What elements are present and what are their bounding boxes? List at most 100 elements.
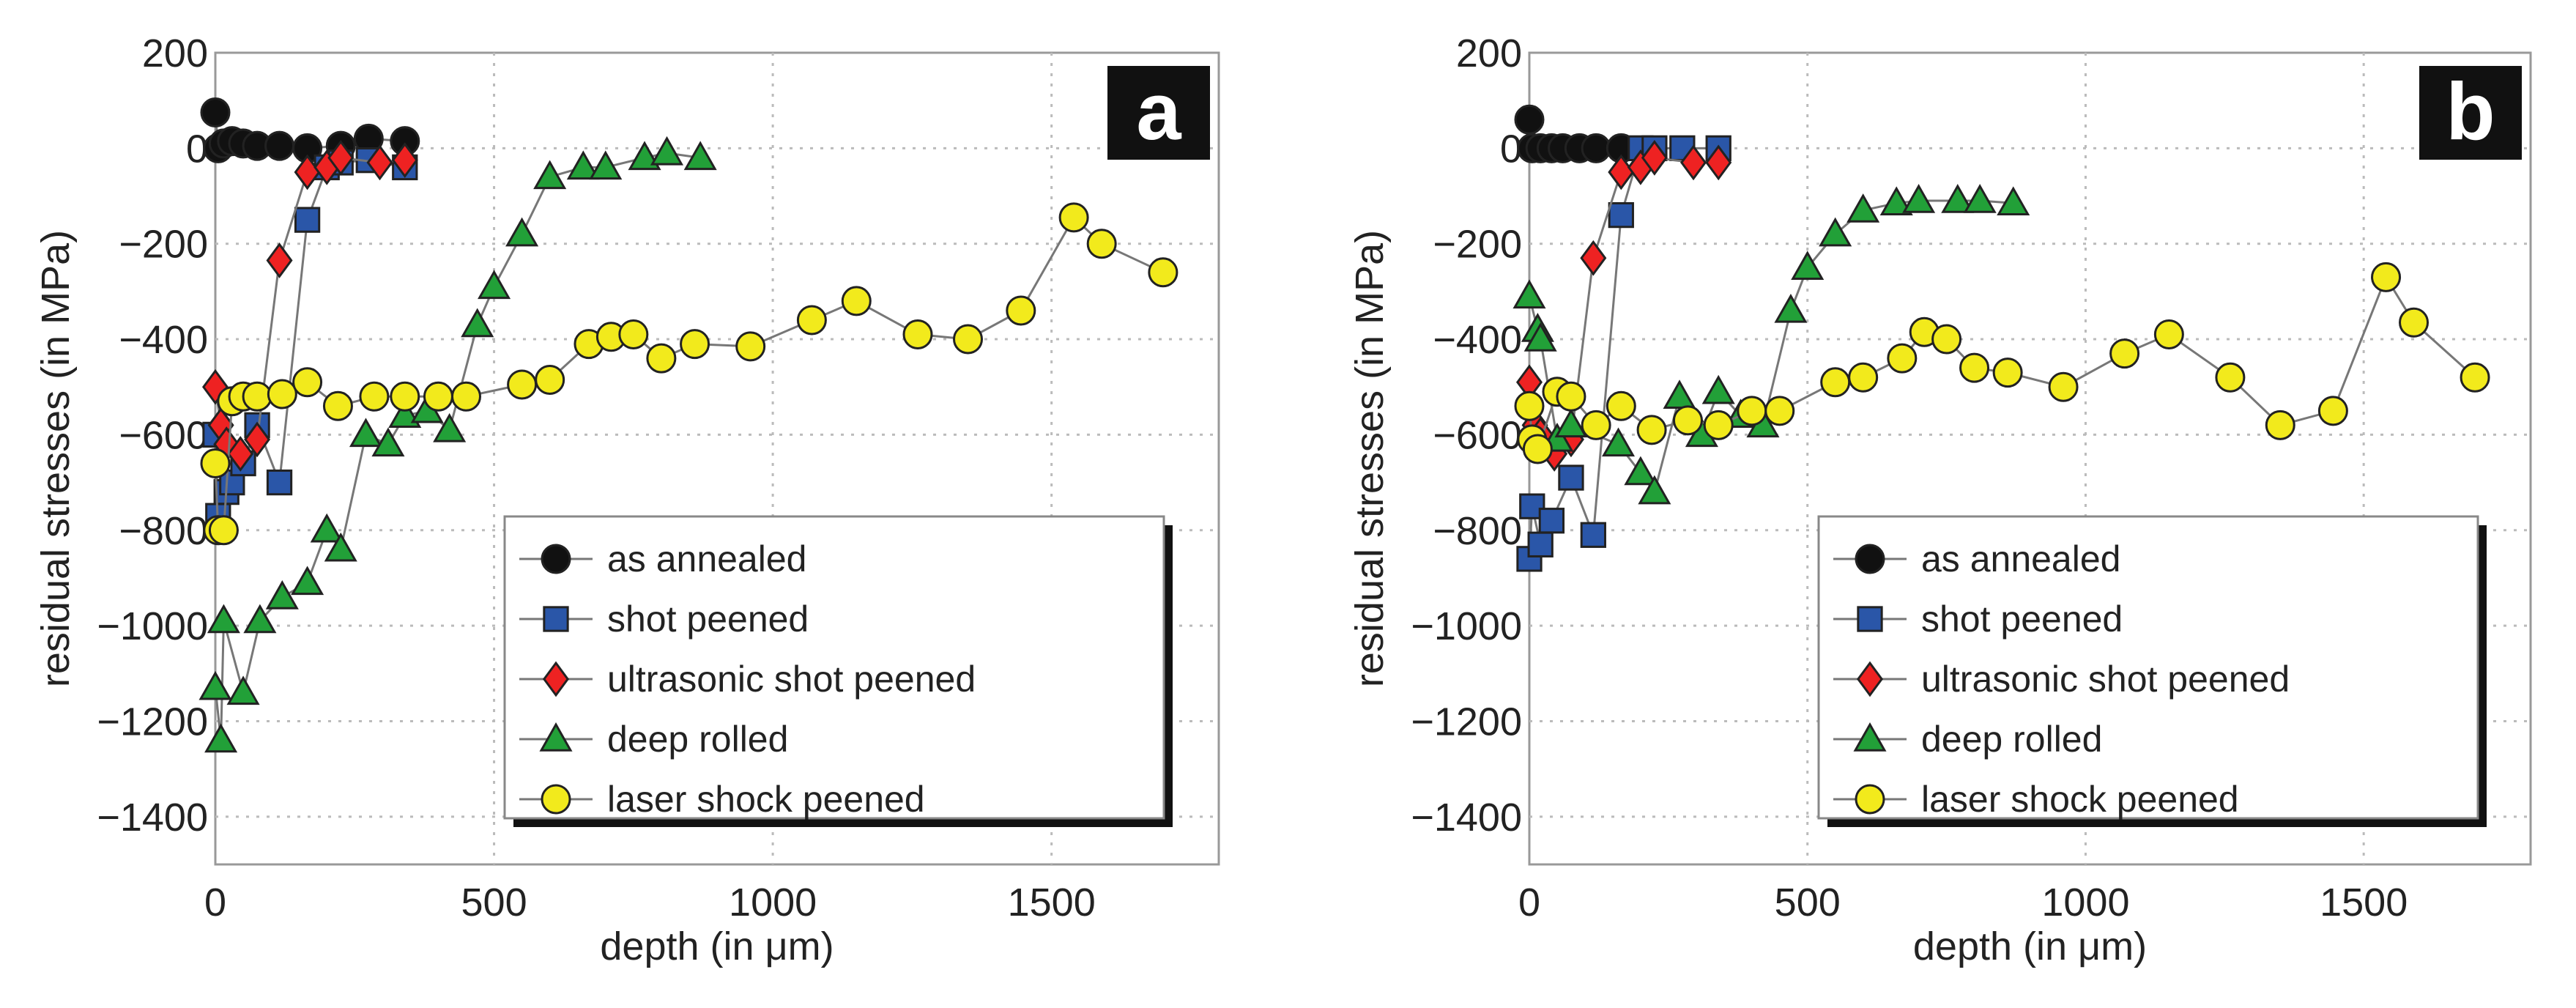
legend-marker [543,606,569,632]
data-point [1887,343,1918,374]
x-tick-label: 0 [204,881,226,924]
series-deep-rolled [198,136,717,753]
data-point [618,319,649,350]
data-point [1523,322,1557,352]
x-axis-label: depth (in μm) [600,924,834,968]
y-tick-label: −1400 [1411,796,1522,840]
data-point [226,675,260,705]
x-axis-label: depth (in μm) [1913,924,2147,968]
data-point [1558,464,1584,491]
data-point [1006,295,1036,326]
data-point [264,130,295,161]
data-point [2371,262,2402,292]
y-tick-label: −400 [119,318,208,362]
data-point [735,331,766,362]
data-point [841,286,872,316]
data-point [2153,319,2184,350]
data-point [1902,184,1936,213]
data-point [208,515,239,546]
data-point [2109,338,2140,369]
legend-entry: shot peened [607,598,809,640]
data-point [1672,405,1703,436]
y-axis-label: residual stresses (in MPa) [1348,230,1392,687]
legend-entry: laser shock peened [607,779,925,820]
data-point [294,207,321,233]
data-point [1992,357,2023,388]
legend-entry: as annealed [1921,538,2120,579]
data-point [266,242,293,278]
data-point [1522,434,1553,464]
data-point [200,448,231,479]
panel-a: 0 500 1000 15002000−200−400−600−800−1000−12… [34,32,1220,968]
data-point [207,604,240,634]
data-point [327,140,355,176]
legend-entry: as annealed [607,538,806,579]
data-point [1941,184,1975,213]
legend-entry: deep rolled [607,719,788,760]
data-point [243,604,277,634]
data-point [204,723,238,753]
x-tick-label: 1000 [2041,881,2129,924]
data-point [505,217,539,247]
data-point [1774,293,1808,323]
data-point [1680,144,1707,181]
data-point [242,381,272,412]
data-point [198,670,232,700]
legend-marker [539,722,573,752]
data-point [461,308,494,338]
data-point [1058,202,1089,233]
x-tick-label: 1500 [1008,881,1096,924]
data-point [1701,374,1735,404]
data-point [1737,396,1767,426]
data-point [2317,396,2348,426]
data-point [1556,381,1586,412]
data-point [1848,362,1879,393]
y-tick-label: −400 [1433,318,1522,362]
data-point [1601,427,1636,457]
data-point [200,97,231,127]
x-tick-label: 0 [1518,881,1540,924]
data-point [2399,307,2430,338]
y-tick-label: −1200 [97,700,208,744]
y-tick-label: −600 [119,413,208,457]
legend-marker [541,544,571,574]
data-point [1538,508,1565,534]
legend-marker [1855,784,1885,815]
data-point [359,381,390,412]
data-point [433,412,467,442]
data-point [1641,140,1668,176]
series-shot-peened [1516,135,1731,572]
data-point [390,381,420,412]
series-as-annealed [200,97,420,163]
x-tick-label: 1500 [2320,881,2408,924]
series-laser-shock-peened [200,202,1178,546]
data-point [2048,371,2079,402]
data-point [1624,456,1658,486]
data-point [1663,379,1696,409]
legend-entry: deep rolled [1921,719,2102,760]
data-point [1527,531,1554,557]
panel-label-box [2419,66,2522,160]
data-point [1879,186,1913,216]
series-laser-shock-peened [1514,262,2490,464]
data-point [267,379,297,410]
data-point [371,427,405,457]
data-point [680,329,710,360]
legend-marker [1855,544,1885,574]
data-point [1581,410,1611,440]
series-line [1528,274,2476,452]
legend-entry: ultrasonic shot peened [1921,659,2290,700]
data-point [1931,324,1962,355]
panel-b: 0 500 1000 15002000−200−400−600−800−1000−12… [1348,32,2532,968]
data-point [388,399,422,429]
y-tick-label: −200 [1433,223,1522,267]
y-tick-label: 200 [1456,32,1522,75]
y-tick-label: −800 [1433,509,1522,553]
data-point [244,421,271,458]
data-point [1997,186,2030,216]
data-point [366,144,393,181]
data-point [1580,240,1607,276]
data-point [1963,184,1997,213]
data-point [1820,367,1851,398]
